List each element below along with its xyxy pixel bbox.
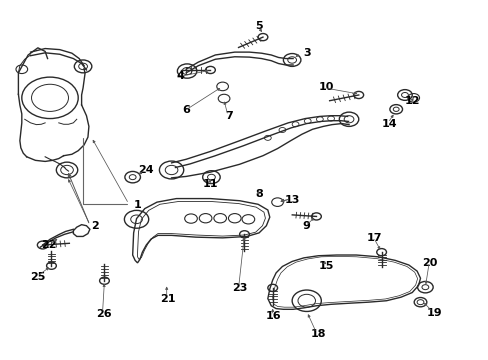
Text: 3: 3 — [302, 48, 310, 58]
Text: 21: 21 — [160, 294, 175, 303]
Text: 23: 23 — [231, 283, 247, 293]
Text: 15: 15 — [318, 261, 333, 271]
Text: 14: 14 — [381, 118, 396, 129]
Text: 2: 2 — [91, 221, 99, 231]
Text: 11: 11 — [203, 179, 218, 189]
Text: 17: 17 — [366, 233, 382, 243]
Text: 19: 19 — [426, 308, 441, 318]
Text: 4: 4 — [176, 71, 184, 81]
Text: 22: 22 — [41, 240, 57, 250]
Text: 8: 8 — [255, 189, 263, 199]
Text: 25: 25 — [30, 272, 45, 282]
Text: 12: 12 — [404, 96, 419, 107]
Text: 24: 24 — [138, 165, 154, 175]
Text: 6: 6 — [182, 105, 190, 115]
Text: 10: 10 — [318, 82, 333, 92]
Text: 26: 26 — [96, 309, 111, 319]
Text: 18: 18 — [310, 329, 325, 339]
Text: 20: 20 — [422, 258, 437, 268]
Text: 16: 16 — [265, 311, 281, 321]
Text: 13: 13 — [284, 195, 299, 204]
Text: 1: 1 — [133, 200, 141, 210]
Text: 7: 7 — [224, 111, 232, 121]
Text: 5: 5 — [255, 21, 263, 31]
Text: 9: 9 — [302, 221, 310, 231]
